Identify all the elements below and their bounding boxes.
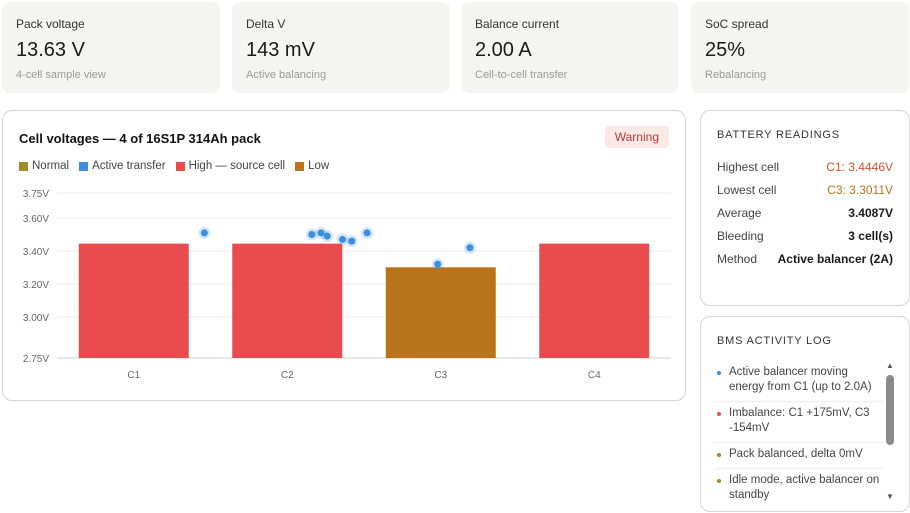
status-dot-icon	[717, 479, 721, 483]
log-item-text: Idle mode, active balancer on standby	[729, 474, 880, 501]
reading-label: Lowest cell	[717, 182, 777, 197]
y-tick-label: 3.60V	[23, 214, 49, 225]
legend-item-high-source[interactable]: High — source cell	[175, 160, 286, 172]
stat-label: SoC spread	[705, 17, 769, 31]
reading-row-highest: Highest cell C1: 3.4446V	[717, 155, 893, 178]
reading-row-lowest: Lowest cell C3: 3.3011V	[717, 178, 893, 201]
bar-chart: 3.75V 3.60V 3.40V 3.20V 3.00V 2.75V C1 C2 C3 C4	[23, 189, 671, 381]
reading-label: Highest cell	[717, 159, 780, 174]
stat-subtext: Active balancing	[246, 69, 327, 81]
legend-swatch	[175, 161, 185, 171]
transfer-particle	[308, 231, 316, 238]
reading-label: Average	[717, 205, 762, 220]
reading-value: Active balancer (2A)	[777, 251, 893, 266]
x-tick-label: C3	[434, 370, 447, 381]
transfer-particle	[466, 244, 474, 252]
transfer-particle	[200, 229, 208, 237]
readings-list: Highest cell C1: 3.4446V Lowest cell C3:…	[717, 155, 893, 270]
cell-voltage-chart-panel: Cell voltages — 4 of 16S1P 314Ah pack Wa…	[2, 110, 686, 401]
reading-label: Bleeding	[717, 228, 764, 243]
transfer-particle	[434, 260, 442, 268]
status-dot-icon	[717, 412, 721, 416]
bar-c1	[78, 243, 189, 358]
chart-legend: Normal Active transfer High — source cel…	[19, 160, 329, 172]
log-item-text: Imbalance: C1 +175mV, C3 -154mV	[729, 407, 870, 434]
legend-item-active-transfer[interactable]: Active transfer	[79, 160, 166, 172]
status-dot-icon	[717, 371, 721, 375]
stat-value: 13.63 V	[16, 39, 85, 61]
reading-label: Method	[717, 251, 758, 266]
stat-card-pack-voltage: Pack voltage 13.63 V 4-cell sample view	[2, 2, 220, 93]
bar-c2	[232, 243, 343, 358]
battery-readings-panel: BATTERY READINGS Highest cell C1: 3.4446…	[700, 110, 910, 306]
y-tick-label: 2.75V	[23, 354, 49, 365]
stat-value: 2.00 A	[475, 39, 532, 61]
reading-value: C1: 3.4446V	[826, 159, 893, 174]
reading-row-method: Method Active balancer (2A)	[717, 247, 893, 270]
reading-row-average: Average 3.4087V	[717, 201, 893, 224]
y-tick-label: 3.20V	[23, 280, 49, 291]
stat-card-balance-current: Balance current 2.00 A Cell-to-cell tran…	[461, 2, 679, 93]
stat-value: 143 mV	[246, 39, 315, 61]
legend-label: High — source cell	[188, 160, 286, 172]
legend-swatch	[79, 161, 89, 171]
transfer-particle	[339, 235, 347, 243]
legend-swatch	[295, 161, 305, 171]
stat-subtext: Rebalancing	[705, 69, 767, 81]
transfer-particle	[323, 232, 331, 240]
transfer-particle	[348, 237, 356, 245]
y-tick-label: 3.00V	[23, 313, 49, 324]
log-heading: BMS ACTIVITY LOG	[717, 335, 832, 347]
legend-item-low[interactable]: Low	[295, 160, 329, 172]
reading-row-bleeding: Bleeding 3 cell(s)	[717, 224, 893, 247]
x-tick-label: C4	[588, 370, 601, 381]
stat-subtext: 4-cell sample view	[16, 69, 106, 81]
log-item: Pack balanced, delta 0mV	[715, 443, 883, 469]
legend-label: Active transfer	[92, 160, 166, 172]
transfer-particle	[317, 229, 325, 237]
scroll-down-icon[interactable]: ▼	[886, 492, 894, 501]
scrollbar-thumb[interactable]	[886, 375, 894, 445]
reading-value: 3.4087V	[848, 205, 893, 220]
y-tick-label: 3.75V	[23, 189, 49, 200]
x-tick-label: C2	[281, 370, 294, 381]
reading-value: 3 cell(s)	[848, 228, 893, 243]
log-item: Idle mode, active balancer on standby	[715, 469, 883, 501]
status-dot-icon	[717, 453, 721, 457]
stat-label: Delta V	[246, 17, 286, 31]
chart-title: Cell voltages — 4 of 16S1P 314Ah pack	[19, 131, 261, 146]
stat-label: Pack voltage	[16, 17, 85, 31]
log-item: Active balancer moving energy from C1 (u…	[715, 361, 883, 402]
y-tick-label: 3.40V	[23, 247, 49, 258]
stat-subtext: Cell-to-cell transfer	[475, 69, 568, 81]
bar-c3	[385, 267, 496, 358]
log-scrollbar[interactable]: ▲ ▼	[885, 361, 895, 501]
log-item: Imbalance: C1 +175mV, C3 -154mV	[715, 402, 883, 443]
bms-activity-log-panel: BMS ACTIVITY LOG Active balancer moving …	[700, 316, 910, 512]
legend-swatch	[19, 161, 28, 171]
legend-item-normal[interactable]: Normal	[19, 160, 69, 172]
stat-value: 25%	[705, 39, 746, 61]
stat-card-soc-spread: SoC spread 25% Rebalancing	[691, 2, 909, 93]
log-item-text: Active balancer moving energy from C1 (u…	[729, 366, 872, 393]
log-item-text: Pack balanced, delta 0mV	[729, 448, 863, 460]
stat-card-delta-v: Delta V 143 mV Active balancing	[232, 2, 450, 93]
bar-c4	[539, 243, 650, 358]
legend-label: Normal	[32, 160, 70, 172]
scroll-up-icon[interactable]: ▲	[886, 361, 894, 370]
status-badge: Warning	[604, 126, 669, 148]
transfer-particle	[363, 229, 371, 237]
reading-value: C3: 3.3011V	[827, 182, 893, 197]
legend-label: Low	[308, 160, 330, 172]
readings-heading: BATTERY READINGS	[717, 129, 840, 141]
stat-label: Balance current	[475, 17, 560, 31]
x-tick-label: C1	[127, 370, 140, 381]
log-list[interactable]: Active balancer moving energy from C1 (u…	[715, 361, 883, 501]
